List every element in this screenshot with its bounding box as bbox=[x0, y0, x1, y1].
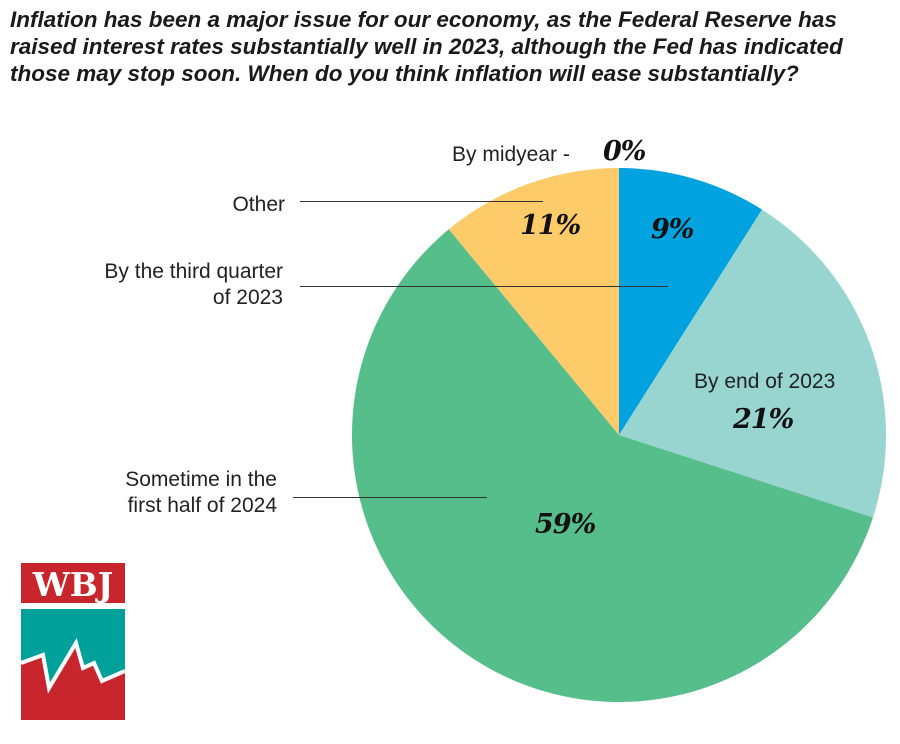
pct-third-quarter: 9% bbox=[651, 214, 694, 245]
label-line: of 2023 bbox=[212, 286, 283, 309]
pie-slice-by-the-third-quarter-of-2023 bbox=[619, 168, 763, 435]
label-third-quarter: By the third quarter of 2023 bbox=[20, 259, 283, 311]
label-line: By the third quarter bbox=[104, 260, 283, 283]
leader-line-first-half-2024 bbox=[293, 497, 487, 498]
leader-line-other bbox=[300, 201, 543, 202]
pct-midyear: 0% bbox=[603, 136, 646, 167]
pct-end-2023: 21% bbox=[733, 404, 794, 435]
label-midyear: By midyear - bbox=[452, 143, 570, 166]
label-first-half-2024: Sometime in the first half of 2024 bbox=[20, 467, 277, 519]
pie-slice-other bbox=[448, 168, 619, 435]
pct-first-half-2024: 59% bbox=[535, 509, 596, 540]
pie-slice-sometime-in-the-first-half-of-2024 bbox=[351, 229, 873, 703]
question-title: Inflation has been a major issue for our… bbox=[10, 7, 843, 86]
label-other: Other bbox=[232, 193, 285, 216]
pie-slice-by-end-of-2023 bbox=[619, 209, 886, 518]
label-line: Sometime in the bbox=[125, 468, 277, 491]
label-end-2023: By end of 2023 bbox=[694, 370, 836, 393]
leader-line-third-quarter bbox=[300, 286, 668, 287]
wbj-logo: WBJ bbox=[21, 563, 125, 720]
svg-text:WBJ: WBJ bbox=[32, 565, 114, 604]
label-line: first half of 2024 bbox=[127, 494, 277, 517]
pct-other: 11% bbox=[520, 210, 581, 241]
